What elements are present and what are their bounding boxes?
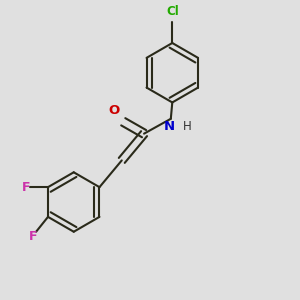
Text: F: F [29,230,38,243]
Text: H: H [183,120,191,133]
Text: O: O [109,104,120,117]
Text: Cl: Cl [166,5,179,18]
Text: F: F [22,181,30,194]
Text: N: N [164,120,175,133]
